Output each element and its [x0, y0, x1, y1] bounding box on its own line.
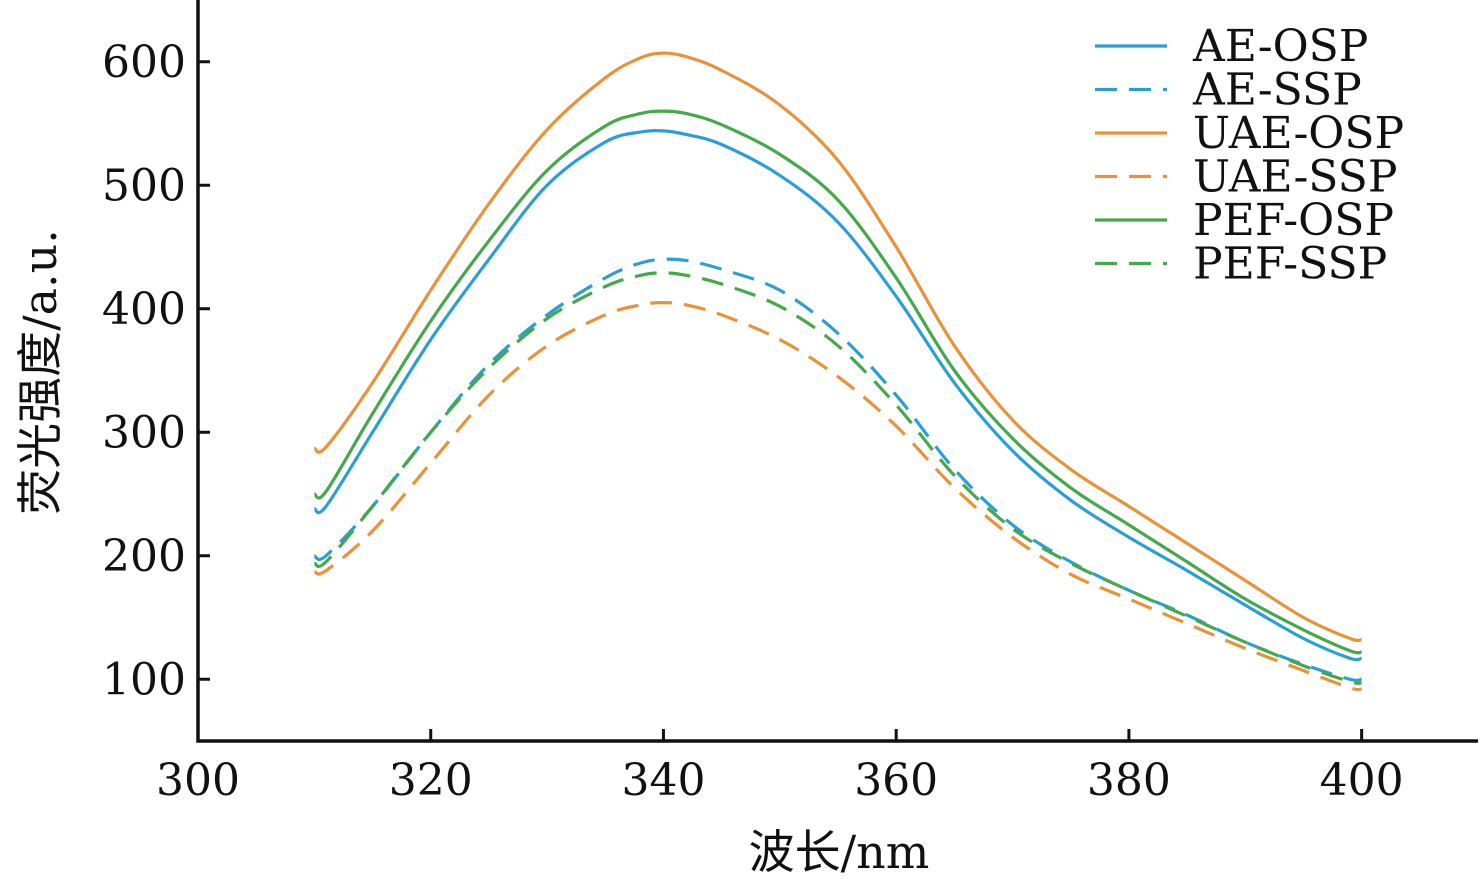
legend-label: UAE-SSP: [1193, 152, 1397, 203]
y-axis-label: 荧光强度/a.u.: [13, 229, 67, 515]
y-tick-label: 500: [102, 160, 186, 211]
x-axis-label: 波长/nm: [749, 825, 930, 879]
legend-label: PEF-SSP: [1193, 239, 1387, 290]
y-tick-label: 100: [102, 654, 186, 705]
series-line-uae-ssp: [313, 301, 1362, 692]
y-tick-label: 200: [102, 531, 186, 582]
legend-label: AE-OSP: [1192, 21, 1368, 72]
x-tick-label: 320: [389, 755, 473, 806]
legend-label: PEF-OSP: [1193, 195, 1394, 246]
y-tick-label: 300: [102, 407, 186, 458]
y-tick-label: 600: [102, 37, 186, 88]
series-line-pef-osp: [312, 109, 1362, 655]
x-tick-label: 380: [1087, 755, 1171, 806]
x-ticks: 300 320 340 360 380 400: [156, 729, 1404, 806]
x-tick-label: 300: [156, 755, 240, 806]
legend-label: UAE-OSP: [1193, 108, 1404, 159]
y-tick-label: 400: [102, 284, 186, 335]
legend-label: AE-SSP: [1192, 65, 1362, 116]
series-line-ae-ssp: [313, 257, 1362, 682]
x-tick-label: 360: [854, 755, 938, 806]
plot-lines: [312, 51, 1362, 692]
series-line-uae-osp: [313, 51, 1362, 643]
series-line-pef-ssp: [313, 271, 1362, 685]
x-tick-label: 400: [1320, 755, 1404, 806]
y-ticks: 100 200 300 400 500 600: [102, 37, 210, 705]
x-tick-label: 340: [621, 755, 705, 806]
series-line-ae-osp: [312, 129, 1362, 662]
